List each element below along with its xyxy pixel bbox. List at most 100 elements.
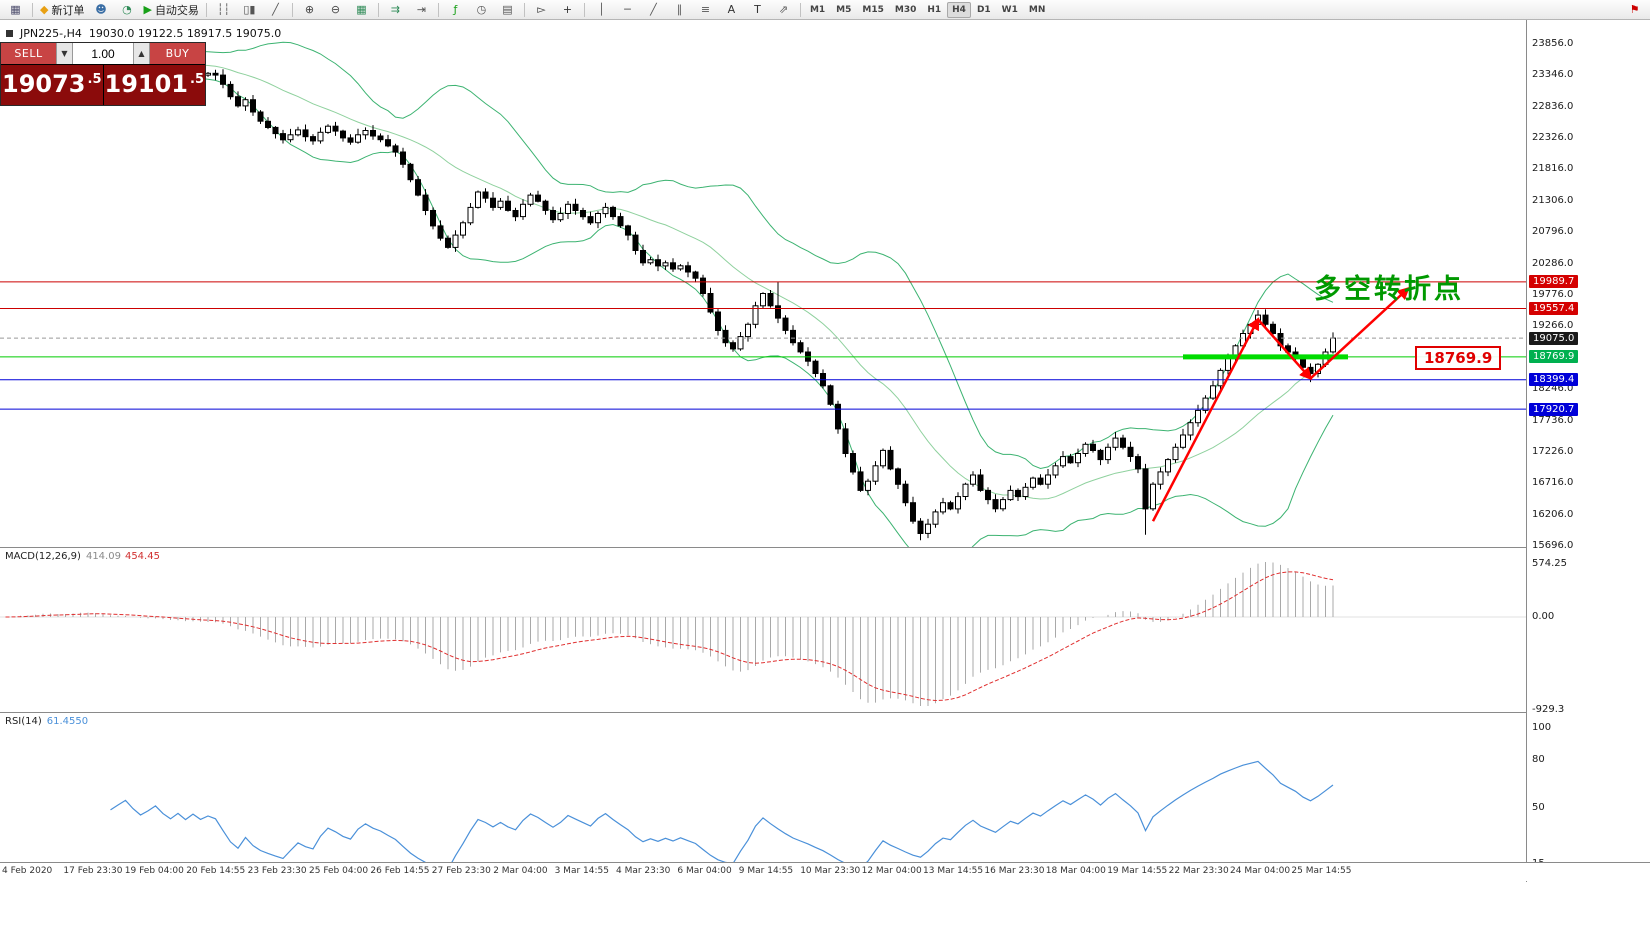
price-tick: 20796.0	[1532, 226, 1574, 238]
volume-decrease-button[interactable]: ▼	[56, 43, 73, 64]
fibonacci-icon: ≡	[700, 3, 711, 16]
zoom-out-icon: ⊖	[330, 3, 341, 16]
tf-mn-button[interactable]: MN	[1028, 4, 1046, 15]
turning-point-annotation[interactable]: 多空转折点	[1314, 274, 1464, 305]
price-tick: 16716.0	[1532, 477, 1574, 489]
tf-d1-button[interactable]: D1	[976, 4, 991, 15]
macd-panel[interactable]	[0, 547, 1526, 712]
chart-window-button[interactable]: ▦	[3, 0, 28, 19]
periods-button[interactable]: ◷	[469, 0, 494, 19]
arrows-button[interactable]: ⇗	[771, 0, 796, 19]
horizontal-line-button[interactable]: ─	[615, 0, 640, 19]
channel-button[interactable]: ∥	[667, 0, 692, 19]
pane-separator[interactable]	[0, 712, 1650, 713]
buy-button[interactable]: BUY	[150, 43, 205, 64]
crosshair-icon: +	[562, 3, 573, 16]
time-label: 4 Feb 2020	[2, 866, 53, 876]
trendline-button[interactable]: ╱	[641, 0, 666, 19]
tile-windows-icon: ▦	[356, 3, 367, 16]
market-watch-button[interactable]: ◔	[114, 0, 139, 19]
chart-window-icon: ▦	[10, 3, 21, 16]
sell-price-main: 19073	[2, 70, 86, 98]
zoom-out-button[interactable]: ⊖	[323, 0, 348, 19]
sell-price[interactable]: 19073 .5	[1, 65, 104, 105]
text-label-button[interactable]: T	[745, 0, 770, 19]
tf-m30-button[interactable]: M30	[894, 4, 917, 15]
line-chart-button[interactable]: ╱	[263, 0, 288, 19]
templates-button[interactable]: ▤	[495, 0, 520, 19]
price-badge: 18769.9	[1529, 350, 1579, 364]
time-label: 16 Mar 23:30	[984, 866, 1045, 876]
time-axis[interactable]: 4 Feb 2020 17 Feb 23:30 19 Feb 04:00 20 Feb…	[0, 862, 1650, 881]
tf-m5-button[interactable]: M5	[836, 4, 852, 15]
trendline-icon: ╱	[650, 3, 657, 16]
tf-m15-button[interactable]: M15	[862, 4, 884, 15]
tf-m1-button[interactable]: M1	[809, 4, 826, 15]
indicators-button[interactable]: ƒ	[443, 0, 468, 19]
volume-input[interactable]	[73, 43, 133, 64]
time-label: 18 Mar 04:00	[1045, 866, 1106, 876]
toolbar-separator	[583, 2, 585, 17]
price-badge: 17920.7	[1529, 402, 1579, 416]
tile-windows-button[interactable]: ▦	[349, 0, 374, 19]
auto-scroll-button[interactable]: ⇉	[383, 0, 408, 19]
price-tick: 23856.0	[1532, 37, 1574, 49]
cursor-icon: ▻	[537, 3, 546, 16]
autotrading-button-label: 自动交易	[154, 3, 199, 17]
macd-tick: 0.00	[1532, 611, 1555, 622]
horizontal-line-icon: ─	[624, 3, 631, 16]
new-order-button[interactable]: ◆ 新订单	[37, 0, 87, 19]
rsi-tick: 80	[1532, 754, 1545, 765]
vertical-line-icon: │	[598, 3, 605, 16]
channel-icon: ∥	[676, 3, 683, 16]
zoom-in-button[interactable]: ⊕	[297, 0, 322, 19]
candlestick-chart-button[interactable]: ▯▮	[237, 0, 262, 19]
bar-chart-button[interactable]: ┆┆	[211, 0, 236, 19]
tf-h4-button[interactable]: H4	[947, 1, 971, 18]
price-tick: 18246.0	[1532, 383, 1574, 395]
tf-w1-button[interactable]: W1	[1001, 4, 1018, 15]
tf-h1-button[interactable]: H1	[927, 4, 942, 15]
chart-plot: JPN225-,H4 19030.0 19122.5 18917.5 19075…	[0, 20, 1526, 882]
fibonacci-button[interactable]: ≡	[693, 0, 718, 19]
sell-button[interactable]: SELL	[1, 43, 56, 64]
volume-increase-button[interactable]: ▲	[133, 43, 150, 64]
price-tick: 22326.0	[1532, 132, 1574, 144]
price-tick: 16206.0	[1532, 508, 1574, 520]
price-tick: 19776.0	[1532, 289, 1574, 300]
price-tick: 23346.0	[1532, 69, 1574, 81]
time-label: 19 Feb 04:00	[124, 866, 184, 876]
cursor-button[interactable]: ▻	[529, 0, 554, 19]
symbol-period-label: JPN225-,H4	[20, 27, 82, 40]
macd-label: MACD(12,26,9) 414.09 454.45	[5, 551, 160, 562]
price-badge: 19557.4	[1529, 301, 1579, 315]
price-tick: 20286.0	[1532, 257, 1574, 269]
rsi-label: RSI(14) 61.4550	[5, 716, 89, 727]
chart-shift-button[interactable]: ⇥	[409, 0, 434, 19]
price-callout[interactable]: 18769.9	[1415, 346, 1502, 370]
time-label: 12 Mar 04:00	[861, 866, 922, 876]
zoom-in-icon: ⊕	[304, 3, 315, 16]
time-label: 19 Mar 14:55	[1107, 866, 1168, 876]
rsi-panel[interactable]	[0, 712, 1526, 882]
chart-area: JPN225-,H4 19030.0 19122.5 18917.5 19075…	[0, 20, 1650, 882]
chart-title: JPN225-,H4 19030.0 19122.5 18917.5 19075…	[6, 27, 281, 40]
price-axis[interactable]: 23856.0 23346.0 22836.0 22326.0 21816.0 21306…	[1526, 20, 1650, 882]
toolbar: ▦ ◆ 新订单 ☻ ◔ ▶ 自动交易 ┆┆ ▯▮ ╱ ⊕ ⊖ ▦ ⇉ ⇥ ƒ ◷ ▤ ▻ + │ ─ ╱ ∥ ≡ A T ⇗ M1 M5 M…	[0, 0, 1650, 20]
autotrading-button[interactable]: ▶ 自动交易	[140, 0, 201, 19]
templates-icon: ▤	[502, 3, 513, 16]
candlestick-chart[interactable]	[0, 20, 1526, 547]
profile-button[interactable]: ☻	[88, 0, 113, 19]
auto-scroll-icon: ⇉	[390, 3, 401, 16]
alert-flag-button[interactable]: ⚑	[1622, 0, 1647, 19]
arrows-icon: ⇗	[778, 3, 789, 16]
price-badge: 19075.0	[1529, 331, 1579, 345]
periods-icon: ◷	[476, 3, 487, 16]
bar-chart-icon: ┆┆	[216, 3, 231, 16]
new-order-button-label: 新订单	[51, 3, 85, 17]
pane-separator[interactable]	[0, 547, 1650, 548]
crosshair-button[interactable]: +	[555, 0, 580, 19]
buy-price[interactable]: 19101 .5	[103, 65, 205, 105]
text-button[interactable]: A	[719, 0, 744, 19]
vertical-line-button[interactable]: │	[589, 0, 614, 19]
